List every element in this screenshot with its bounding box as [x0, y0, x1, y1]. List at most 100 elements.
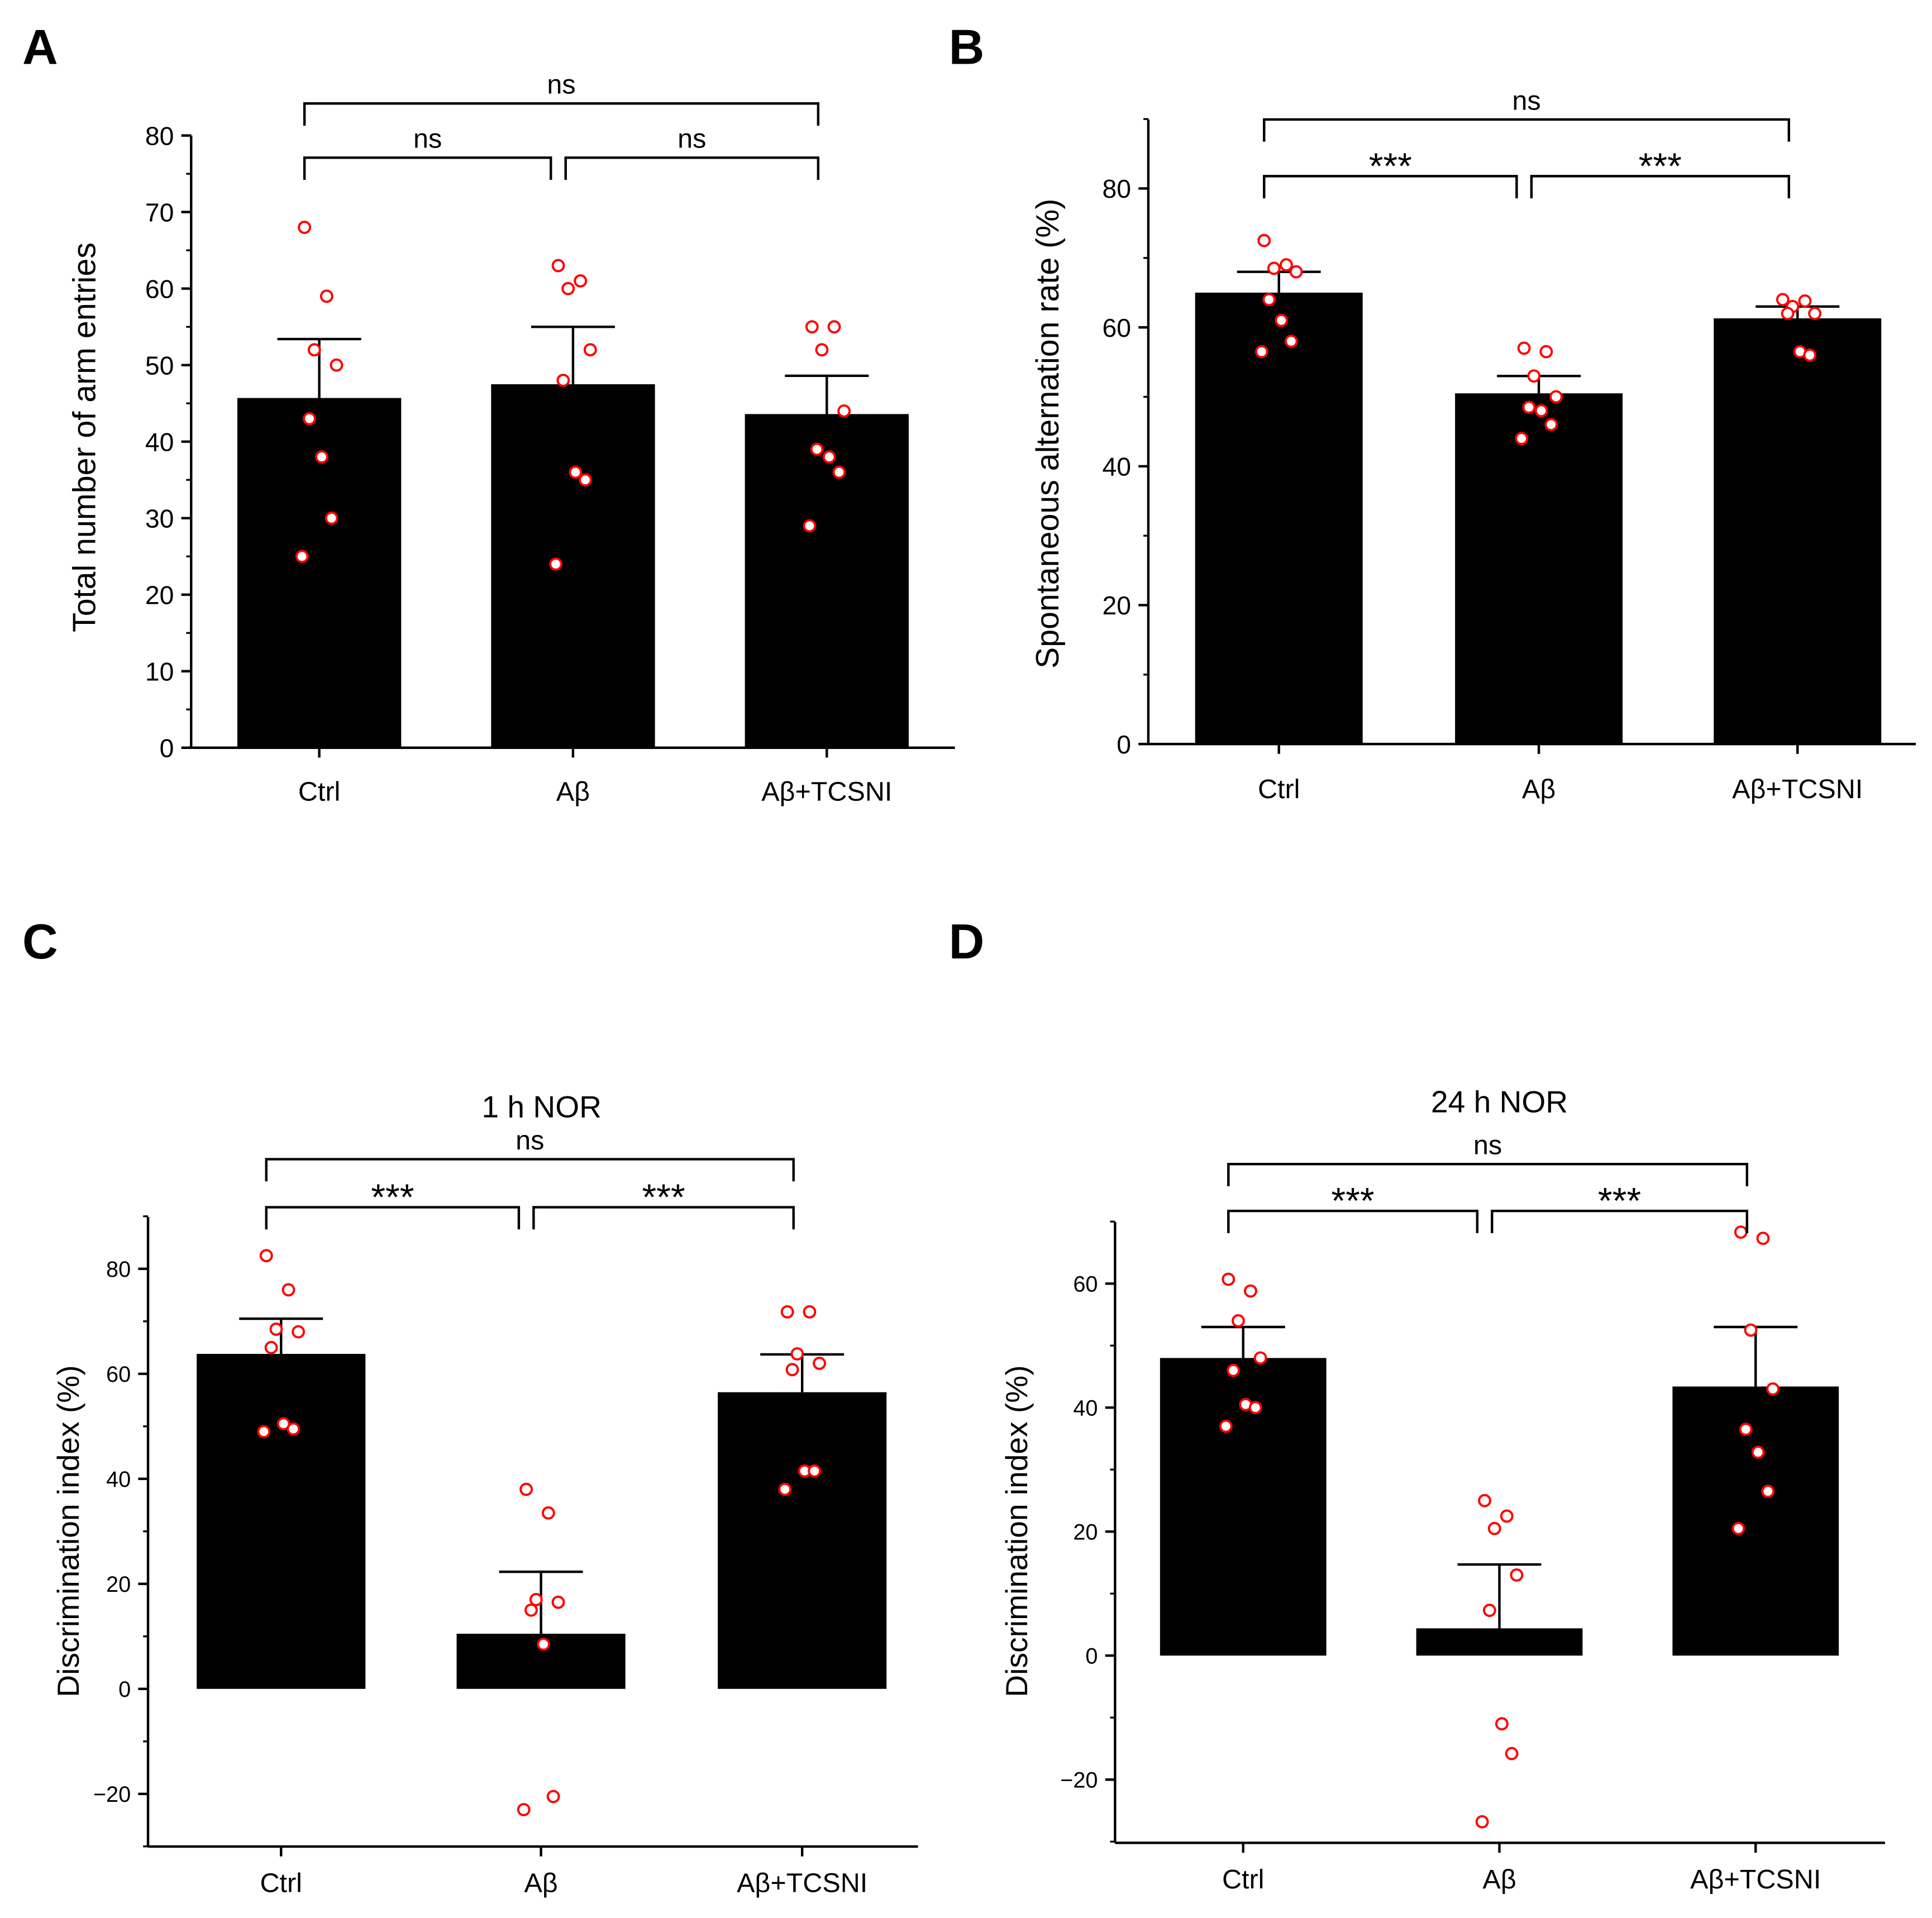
- y-tick-label: 80: [1103, 174, 1132, 203]
- data-point: [1227, 1363, 1241, 1377]
- significance-bracket: [564, 156, 820, 180]
- data-point: [1284, 335, 1298, 348]
- y-tick-label: 60: [1103, 313, 1132, 342]
- data-point: [778, 1482, 792, 1496]
- data-point: [330, 358, 344, 372]
- panel-a: A 0 10 20 30 40 50 60 70 80 Ctrl Aβ Aβ+TCSNI Total nu…: [22, 20, 955, 807]
- x-tick-label: Aβ: [1522, 774, 1556, 804]
- data-point: [1482, 1604, 1496, 1618]
- data-point: [307, 343, 321, 357]
- data-point: [1478, 1494, 1491, 1507]
- bar-1: [1455, 393, 1623, 745]
- y-tick-label: −20: [1060, 1768, 1098, 1793]
- y-tick-label: 70: [145, 198, 174, 227]
- data-point: [1219, 1419, 1233, 1433]
- significance-label: ns: [678, 124, 706, 154]
- panel-letter: A: [22, 20, 58, 75]
- data-point: [1761, 1485, 1775, 1498]
- x-tick-label: Aβ+TCSNI: [737, 1868, 867, 1898]
- x-tick-label: Ctrl: [1258, 774, 1300, 804]
- data-point: [1495, 1717, 1509, 1731]
- data-point: [1781, 307, 1795, 321]
- significance-label: ns: [516, 1125, 544, 1156]
- x-tick-label: Aβ: [1482, 1864, 1516, 1895]
- y-axis-label: Discrimination index (%): [999, 1365, 1034, 1697]
- data-point: [556, 374, 570, 387]
- data-point: [264, 1340, 278, 1354]
- data-point: [1766, 1382, 1780, 1396]
- data-point: [1734, 1225, 1748, 1239]
- data-point: [561, 282, 575, 295]
- data-point: [780, 1305, 794, 1319]
- x-tick-label: Ctrl: [1222, 1864, 1264, 1895]
- y-tick-label: 30: [145, 504, 174, 533]
- data-point: [315, 450, 328, 464]
- x-tick-label: Ctrl: [260, 1868, 302, 1898]
- data-point: [1751, 1445, 1765, 1459]
- panel-c: C 1 h NOR −20 0 20 40 60 80 Ctrl Aβ Aβ+TCSNI Discri…: [22, 914, 918, 1898]
- significance-bracket: [303, 102, 820, 126]
- data-point: [813, 1356, 826, 1370]
- significance-bracket: [1530, 175, 1790, 199]
- data-point: [1257, 233, 1271, 247]
- y-tick-label: 60: [145, 274, 174, 303]
- panel-letter: D: [949, 914, 985, 969]
- y-tick-label: 50: [145, 351, 174, 380]
- bar-1: [491, 384, 655, 748]
- data-point: [1744, 1323, 1758, 1337]
- data-point: [1808, 307, 1822, 321]
- data-point: [519, 1482, 533, 1496]
- data-point: [269, 1322, 283, 1336]
- panel-letter: B: [949, 20, 985, 75]
- significance-label: ns: [1512, 85, 1540, 116]
- significance-label: ***: [1331, 1180, 1374, 1222]
- data-point: [549, 557, 562, 571]
- data-point: [1244, 1284, 1257, 1298]
- data-point: [1515, 432, 1529, 445]
- data-point: [574, 274, 588, 288]
- data-point: [1262, 293, 1276, 307]
- data-point: [808, 1464, 822, 1478]
- data-point: [551, 1595, 565, 1609]
- significance-bracket: [265, 1206, 521, 1230]
- bar-0: [197, 1353, 366, 1689]
- data-point: [1776, 293, 1790, 307]
- bar-2: [718, 1392, 887, 1689]
- data-point: [551, 259, 565, 273]
- y-tick-label: 40: [145, 427, 174, 456]
- data-point: [810, 442, 824, 456]
- bar-0: [237, 398, 402, 748]
- significance-label: ns: [547, 70, 575, 100]
- data-point: [292, 1325, 306, 1339]
- y-tick-label: 0: [118, 1677, 131, 1702]
- data-point: [257, 1425, 271, 1439]
- significance-bracket: [303, 156, 552, 180]
- data-point: [524, 1603, 538, 1617]
- chart-title: 1 h NOR: [481, 1089, 601, 1124]
- chart-title: 24 h NOR: [1431, 1085, 1568, 1119]
- x-tick-label: Aβ+TCSNI: [1732, 774, 1863, 804]
- data-point: [282, 1283, 295, 1297]
- data-point: [1500, 1509, 1514, 1523]
- data-point: [832, 465, 846, 479]
- y-tick-label: 60: [106, 1362, 131, 1387]
- y-tick-label: 80: [145, 121, 174, 150]
- y-tick-label: 20: [1103, 591, 1132, 620]
- panel-letter: C: [22, 914, 58, 969]
- data-point: [803, 1305, 817, 1319]
- data-point: [276, 1417, 290, 1430]
- data-point: [1248, 1401, 1262, 1415]
- data-point: [537, 1637, 550, 1651]
- data-point: [790, 1347, 804, 1361]
- data-point: [837, 404, 851, 418]
- data-point: [785, 1363, 799, 1377]
- data-point: [1803, 348, 1817, 362]
- data-point: [1756, 1232, 1770, 1246]
- panel-b: B 0 20 40 60 80 Ctrl Aβ Aβ+TCSNI Spontaneous alte…: [949, 20, 1916, 804]
- data-point: [1505, 1747, 1519, 1760]
- y-tick-label: −20: [93, 1782, 131, 1807]
- y-tick-label: 0: [1117, 730, 1131, 759]
- significance-bracket: [532, 1206, 795, 1230]
- data-point: [1544, 418, 1558, 432]
- y-tick-label: 60: [1073, 1272, 1098, 1296]
